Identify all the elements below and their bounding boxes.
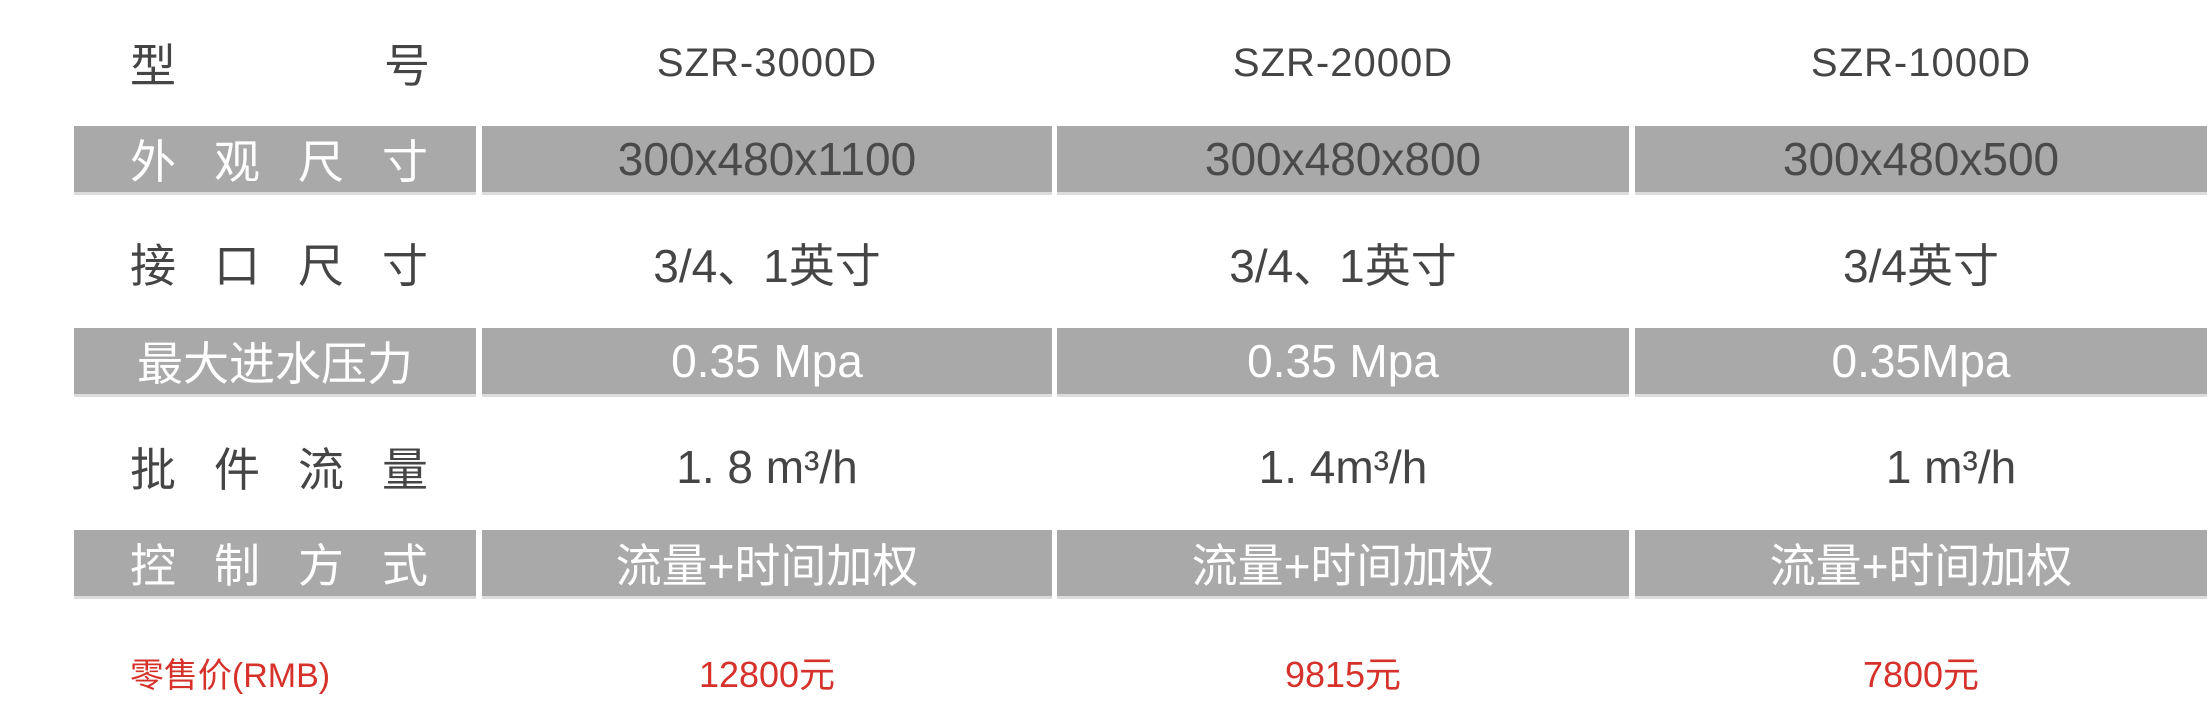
- flow-rate-value: 1. 8 m³/h: [676, 441, 858, 493]
- row-control-mode: 控制方式 流量+时间加权 流量+时间加权 流量+时间加权: [0, 530, 2209, 599]
- flow-rate-value: 1. 4m³/h: [1258, 441, 1428, 493]
- max-pressure-value: 0.35Mpa: [1635, 328, 2207, 397]
- row-flow-rate: 批件流量 1. 8 m³/h 1. 4m³/h 1 m³/h: [0, 432, 2209, 502]
- row-dimensions: 外观尺寸 300x480x1100 300x480x800 300x480x50…: [0, 126, 2209, 195]
- flow-rate-value: 1 m³/h: [1885, 441, 2017, 493]
- price-value: 7800元: [1862, 654, 1980, 695]
- row-max-pressure: 最大进水压力 0.35 Mpa 0.35 Mpa 0.35Mpa: [0, 328, 2209, 397]
- price-value: 12800元: [698, 654, 836, 695]
- dimensions-value: 300x480x1100: [482, 126, 1052, 195]
- max-pressure-value: 0.35 Mpa: [1057, 328, 1629, 397]
- dimensions-value: 300x480x500: [1635, 126, 2207, 195]
- connection-size-value: 3/4英寸: [1843, 240, 1999, 292]
- control-mode-value: 流量+时间加权: [482, 530, 1052, 599]
- price-value: 9815元: [1284, 654, 1402, 695]
- label-char: 号: [384, 40, 430, 92]
- max-pressure-value: 0.35 Mpa: [482, 328, 1052, 397]
- label-model: 型 号: [74, 28, 476, 98]
- model-szr-2000d: SZR-2000D: [1232, 40, 1454, 85]
- model-szr-3000d: SZR-3000D: [656, 40, 878, 85]
- connection-size-value: 3/4、1英寸: [1229, 240, 1457, 292]
- label-max-pressure: 最大进水压力: [74, 328, 476, 397]
- control-mode-value: 流量+时间加权: [1635, 530, 2207, 599]
- row-retail-price: 零售价(RMB) 12800元 9815元 7800元: [0, 637, 2209, 707]
- dimensions-value: 300x480x800: [1057, 126, 1629, 195]
- label-dimensions: 外观尺寸: [74, 126, 476, 195]
- row-connection-size: 接口尺寸 3/4、1英寸 3/4、1英寸 3/4英寸: [0, 228, 2209, 298]
- row-model: 型 号 SZR-3000D SZR-2000D SZR-1000D: [0, 28, 2209, 98]
- label-retail-price: 零售价(RMB): [129, 656, 331, 695]
- connection-size-value: 3/4、1英寸: [653, 240, 881, 292]
- label-flow-rate: 批件流量: [130, 444, 466, 496]
- label-control-mode: 控制方式: [74, 530, 476, 599]
- label-char: 型: [130, 40, 176, 92]
- model-szr-1000d: SZR-1000D: [1810, 40, 2032, 85]
- control-mode-value: 流量+时间加权: [1057, 530, 1629, 599]
- label-connection-size: 接口尺寸: [130, 240, 466, 292]
